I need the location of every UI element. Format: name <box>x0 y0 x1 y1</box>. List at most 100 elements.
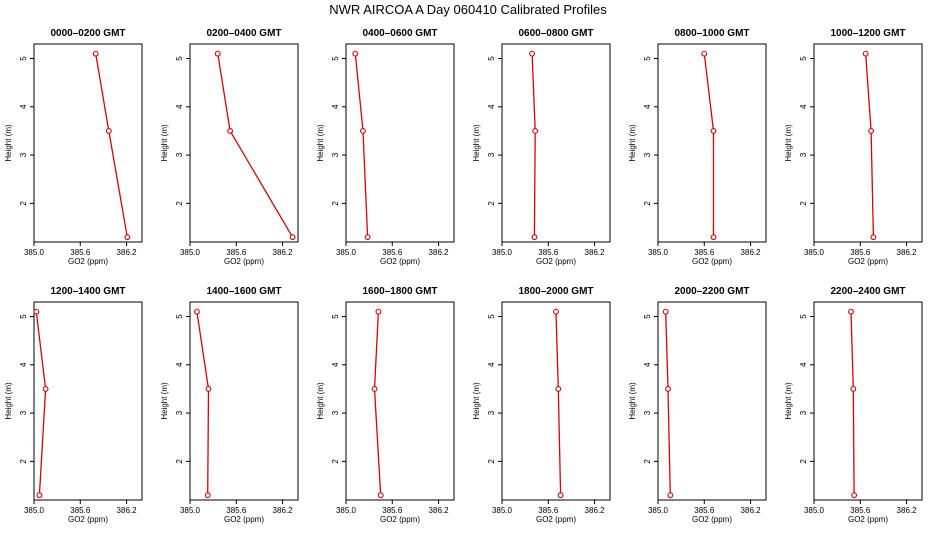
y-tick-label: 5 <box>331 56 340 61</box>
y-tick-label: 5 <box>643 314 652 319</box>
data-point <box>36 492 43 499</box>
y-tick-label: 4 <box>643 104 652 109</box>
plot-frame <box>813 301 923 501</box>
y-tick-label: 3 <box>331 152 340 157</box>
y-tick-label: 4 <box>175 362 184 367</box>
data-point <box>375 308 382 315</box>
panel-title: 1400–1600 GMT <box>206 286 281 297</box>
y-tick-label: 5 <box>487 314 496 319</box>
x-tick-label: 385.0 <box>180 506 201 515</box>
x-axis-label: GO2 (ppm) <box>536 257 576 266</box>
x-tick-label: 385.6 <box>850 248 871 257</box>
panel-title: 0400–0600 GMT <box>362 28 437 39</box>
y-axis-label: Height (m) <box>784 124 793 162</box>
x-tick-label: 386.2 <box>897 506 918 515</box>
profile-line <box>373 311 382 496</box>
plot-frame <box>657 43 767 243</box>
plot-frame <box>501 43 611 243</box>
y-tick-label: 4 <box>799 362 808 367</box>
x-tick-label: 385.0 <box>804 248 825 257</box>
data-point <box>42 385 49 392</box>
data-point <box>531 234 538 241</box>
x-tick-label: 385.0 <box>180 248 201 257</box>
x-tick-label: 385.0 <box>336 506 357 515</box>
y-tick-label: 5 <box>19 314 28 319</box>
y-tick-label: 5 <box>799 56 808 61</box>
panel-10: 1800–2000 GMT 385.0 385.6 386.2 2 3 4 5 GO2 (ppm… <box>472 286 611 524</box>
panel-title: 1600–1800 GMT <box>362 286 437 297</box>
y-tick-label: 4 <box>487 362 496 367</box>
data-point <box>862 50 869 57</box>
x-tick-label: 386.2 <box>429 248 450 257</box>
plot-frame <box>813 43 923 243</box>
y-axis-label: Height (m) <box>316 124 325 162</box>
x-tick-label: 386.2 <box>585 248 606 257</box>
data-point <box>204 492 211 499</box>
y-tick-label: 3 <box>331 410 340 415</box>
panel-title: 1000–1200 GMT <box>830 28 905 39</box>
profile-line <box>850 311 855 496</box>
panel-1: 0000–0200 GMT 385.0 385.6 386.2 2 3 4 5 GO2 (ppm… <box>4 28 143 266</box>
y-tick-label: 3 <box>799 410 808 415</box>
x-axis-label: GO2 (ppm) <box>692 515 732 524</box>
x-tick-label: 386.2 <box>273 506 294 515</box>
profile-line <box>35 311 47 496</box>
y-tick-label: 5 <box>799 314 808 319</box>
x-tick-label: 385.6 <box>850 506 871 515</box>
y-tick-label: 4 <box>175 104 184 109</box>
panel-12: 2200–2400 GMT 385.0 385.6 386.2 2 3 4 5 GO2 (ppm… <box>784 286 923 524</box>
x-tick-label: 385.0 <box>492 506 513 515</box>
data-point <box>848 308 854 315</box>
x-axis-label: GO2 (ppm) <box>848 257 888 266</box>
x-tick-label: 385.0 <box>24 248 45 257</box>
x-tick-label: 385.6 <box>226 506 247 515</box>
data-point <box>868 127 875 134</box>
y-axis-label: Height (m) <box>160 382 169 420</box>
y-tick-label: 4 <box>799 104 808 109</box>
y-tick-label: 5 <box>331 314 340 319</box>
y-tick-label: 3 <box>175 152 184 157</box>
y-tick-label: 5 <box>175 56 184 61</box>
panel-title: 1800–2000 GMT <box>518 286 593 297</box>
y-tick-label: 2 <box>643 459 652 464</box>
panel-8: 1400–1600 GMT 385.0 385.6 386.2 2 3 4 5 GO2 (ppm… <box>160 286 299 524</box>
y-tick-label: 3 <box>487 152 496 157</box>
data-point <box>214 50 221 57</box>
plot-frame <box>189 301 299 501</box>
panel-title: 2200–2400 GMT <box>830 286 905 297</box>
panel-title: 0600–0800 GMT <box>518 28 593 39</box>
profile-line <box>865 53 875 238</box>
y-axis-label: Height (m) <box>472 124 481 162</box>
data-point <box>662 308 669 315</box>
x-tick-label: 386.2 <box>585 506 606 515</box>
y-tick-label: 3 <box>19 152 28 157</box>
data-point <box>205 385 212 392</box>
x-tick-label: 386.2 <box>741 248 762 257</box>
data-point <box>532 127 539 134</box>
panel-grid: 0000–0200 GMT 385.0 385.6 386.2 2 3 4 5 GO2 (ppm… <box>4 28 923 524</box>
plot-frame <box>189 43 299 243</box>
data-point <box>667 492 674 499</box>
y-tick-label: 2 <box>175 201 184 206</box>
plot-frame <box>345 43 455 243</box>
panel-4: 0600–0800 GMT 385.0 385.6 386.2 2 3 4 5 GO2 (ppm… <box>472 28 611 266</box>
x-tick-label: 386.2 <box>741 506 762 515</box>
data-point <box>193 308 200 315</box>
data-point <box>124 234 131 241</box>
x-tick-label: 386.2 <box>117 248 138 257</box>
x-tick-label: 385.6 <box>538 248 559 257</box>
y-tick-label: 2 <box>331 459 340 464</box>
panel-title: 1200–1400 GMT <box>50 286 125 297</box>
x-axis-label: GO2 (ppm) <box>224 515 264 524</box>
profile-line <box>555 311 562 496</box>
y-axis-label: Height (m) <box>784 382 793 420</box>
plot-frame <box>657 301 767 501</box>
panel-title: 0200–0400 GMT <box>206 28 281 39</box>
x-tick-label: 385.6 <box>382 506 403 515</box>
y-axis-label: Height (m) <box>628 124 637 162</box>
data-point <box>105 127 112 134</box>
x-tick-label: 386.2 <box>117 506 138 515</box>
plot-frame <box>33 301 143 501</box>
y-tick-label: 3 <box>19 410 28 415</box>
